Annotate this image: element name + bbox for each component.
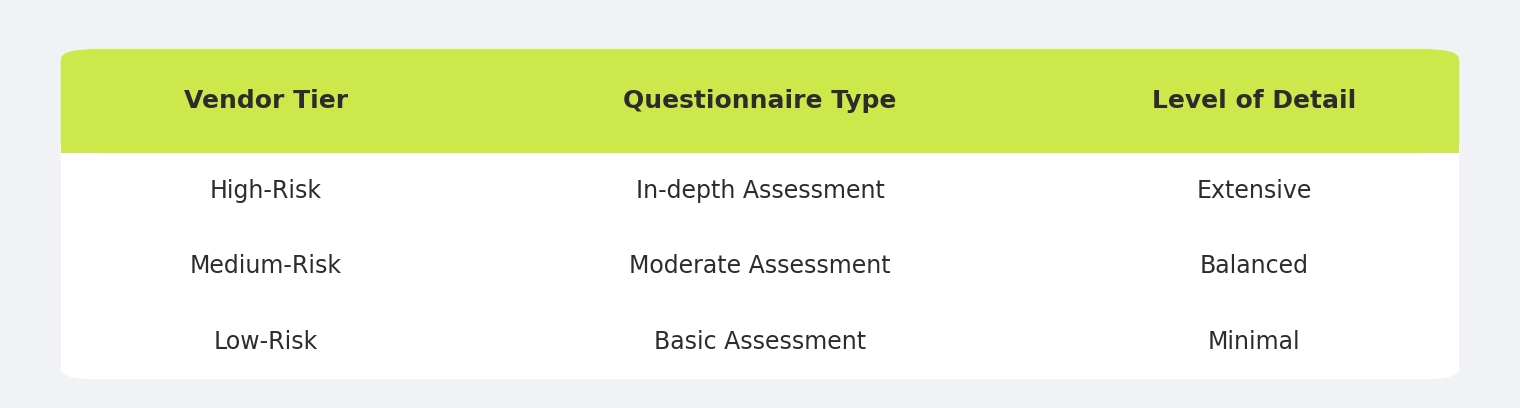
Text: Moderate Assessment: Moderate Assessment — [629, 254, 891, 278]
FancyBboxPatch shape — [61, 49, 1459, 153]
Text: High-Risk: High-Risk — [210, 179, 322, 203]
Text: Low-Risk: Low-Risk — [214, 330, 318, 354]
Text: Medium-Risk: Medium-Risk — [190, 254, 342, 278]
Text: Balanced: Balanced — [1199, 254, 1309, 278]
Text: Extensive: Extensive — [1196, 179, 1312, 203]
Bar — [61, 106, 1459, 153]
Text: In-depth Assessment: In-depth Assessment — [635, 179, 885, 203]
FancyBboxPatch shape — [61, 49, 1459, 379]
Text: Basic Assessment: Basic Assessment — [654, 330, 866, 354]
Text: Questionnaire Type: Questionnaire Type — [623, 89, 897, 113]
Text: Vendor Tier: Vendor Tier — [184, 89, 348, 113]
Text: Level of Detail: Level of Detail — [1152, 89, 1356, 113]
Text: Minimal: Minimal — [1208, 330, 1300, 354]
